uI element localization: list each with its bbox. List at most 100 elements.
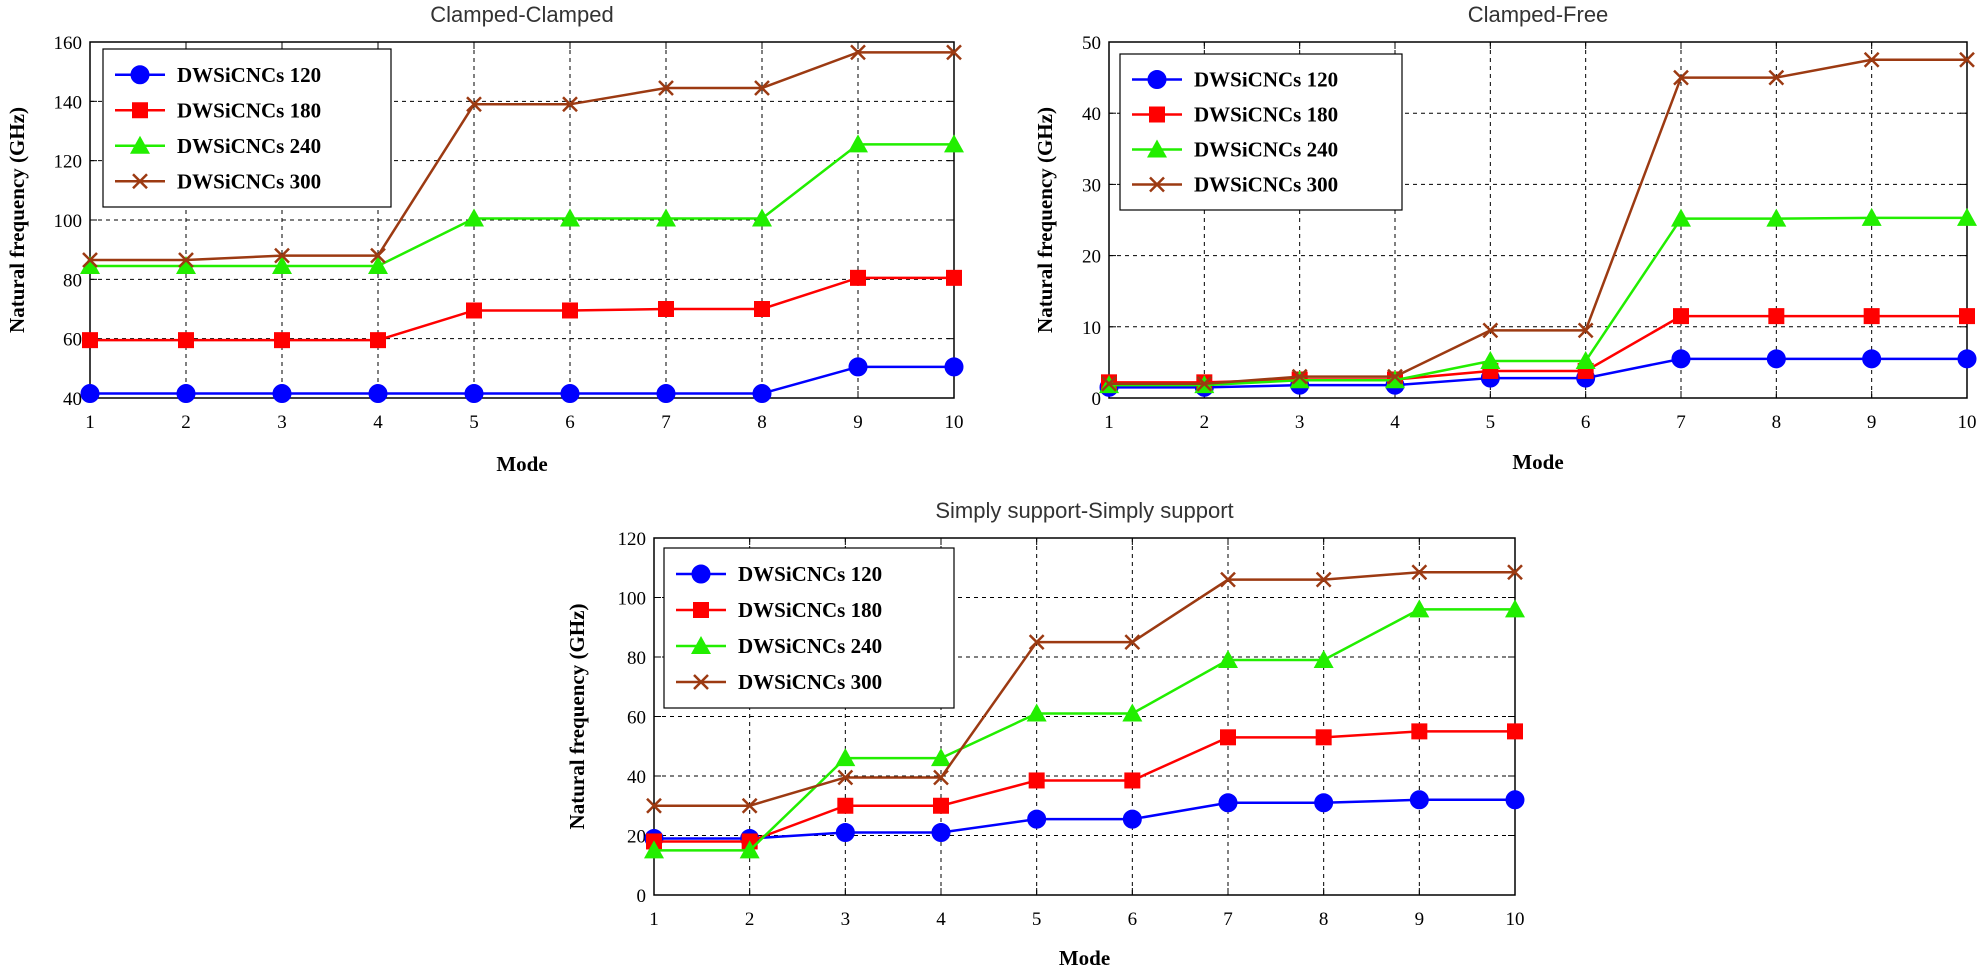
- y-tick-label: 30: [1082, 175, 1101, 196]
- series-line: [90, 51, 954, 262]
- series-line: [90, 143, 954, 268]
- data-point: [835, 823, 855, 843]
- data-point: [1122, 809, 1142, 829]
- legend-marker: [1149, 176, 1165, 193]
- data-point: [1863, 51, 1880, 68]
- data-point: [1313, 649, 1334, 668]
- x-tick-label: 1: [649, 909, 659, 930]
- series-1: [80, 357, 964, 404]
- data-point: [80, 255, 100, 274]
- data-point: [658, 301, 674, 317]
- data-point: [1196, 375, 1213, 392]
- data-point: [464, 384, 484, 404]
- data-point: [466, 96, 482, 113]
- legend-label: DWSiCNCs 180: [738, 598, 882, 622]
- data-point: [752, 208, 772, 227]
- y-tick-label: 10: [1082, 318, 1101, 339]
- x-tick-label: 4: [373, 412, 383, 433]
- data-point: [931, 748, 951, 767]
- data-point: [178, 332, 194, 349]
- legend-marker: [132, 173, 148, 190]
- legend-item: DWSiCNCs 120: [115, 63, 321, 87]
- data-point: [1409, 599, 1430, 618]
- data-point: [656, 384, 676, 404]
- data-point: [1957, 349, 1977, 369]
- x-tick-label: 2: [745, 909, 755, 930]
- data-point: [176, 384, 196, 404]
- y-axis-label: Natural frequency (GHz): [565, 604, 589, 830]
- data-point: [741, 797, 758, 814]
- data-point: [658, 80, 674, 96]
- data-point: [1768, 308, 1785, 325]
- data-point: [1411, 723, 1428, 740]
- legend: DWSiCNCs 120 DWSiCNCs 180 DWSiCNCs 240 DWSi…: [102, 48, 392, 208]
- chart-title: Simply support-Simply support: [935, 498, 1233, 523]
- legend-label: DWSiCNCs 300: [738, 670, 882, 694]
- legend-label: DWSiCNCs 240: [177, 134, 321, 158]
- y-tick-label: 140: [54, 92, 83, 113]
- data-point: [944, 357, 964, 377]
- legend-item: DWSiCNCs 300: [676, 670, 882, 694]
- legend-label: DWSiCNCs 180: [1194, 103, 1338, 127]
- y-tick-label: 60: [627, 708, 646, 729]
- data-point: [754, 301, 770, 317]
- data-point: [1507, 723, 1523, 740]
- data-point: [754, 80, 770, 96]
- data-point: [1505, 790, 1525, 810]
- data-point: [835, 748, 856, 767]
- y-tick-label: 50: [1082, 33, 1101, 54]
- x-tick-label: 8: [757, 412, 767, 433]
- legend-item: DWSiCNCs 300: [1132, 173, 1338, 197]
- data-point: [1218, 793, 1238, 813]
- data-point: [1959, 308, 1975, 325]
- x-tick-label: 4: [936, 909, 946, 930]
- legend-item: DWSiCNCs 180: [115, 98, 321, 122]
- data-point: [933, 797, 949, 814]
- data-point: [1220, 729, 1236, 746]
- data-point: [82, 252, 98, 268]
- data-point: [272, 384, 292, 404]
- y-tick-label: 20: [1082, 247, 1101, 268]
- data-point: [646, 797, 662, 814]
- data-point: [176, 255, 196, 274]
- y-tick-label: 40: [627, 767, 646, 788]
- x-tick-label: 2: [1200, 412, 1210, 433]
- data-point: [1218, 649, 1238, 668]
- series-4: [646, 564, 1523, 814]
- data-point: [1387, 368, 1403, 385]
- x-tick-label: 10: [1958, 412, 1977, 433]
- data-point: [837, 797, 854, 814]
- data-point: [1861, 207, 1882, 226]
- series-2: [82, 269, 962, 349]
- series-line: [1109, 357, 1967, 389]
- legend-label: DWSiCNCs 180: [177, 98, 321, 122]
- data-point: [1027, 809, 1047, 829]
- data-point: [368, 255, 388, 274]
- data-point: [1480, 350, 1501, 369]
- x-tick-label: 8: [1772, 412, 1782, 433]
- legend-marker: [1147, 139, 1167, 158]
- data-point: [1028, 772, 1045, 789]
- x-tick-label: 1: [1104, 412, 1114, 433]
- y-tick-label: 80: [63, 270, 82, 291]
- legend-item: DWSiCNCs 120: [676, 562, 882, 586]
- data-point: [1768, 69, 1785, 86]
- y-tick-label: 0: [637, 886, 647, 907]
- series-line: [90, 276, 954, 342]
- data-point: [1315, 571, 1332, 588]
- legend-marker: [693, 674, 709, 690]
- legend: DWSiCNCs 120 DWSiCNCs 180 DWSiCNCs 240 DWSi…: [663, 547, 955, 709]
- data-point: [1863, 308, 1880, 325]
- legend-item: DWSiCNCs 240: [1132, 138, 1338, 162]
- y-tick-label: 160: [54, 33, 83, 54]
- x-tick-label: 7: [1676, 412, 1686, 433]
- x-tick-label: 9: [1415, 909, 1425, 930]
- data-point: [1315, 729, 1332, 746]
- x-tick-label: 6: [1128, 909, 1138, 930]
- data-point: [1482, 322, 1499, 339]
- data-point: [1220, 571, 1236, 588]
- legend-item: DWSiCNCs 180: [676, 598, 882, 622]
- data-point: [1124, 634, 1141, 651]
- legend-marker: [132, 102, 148, 119]
